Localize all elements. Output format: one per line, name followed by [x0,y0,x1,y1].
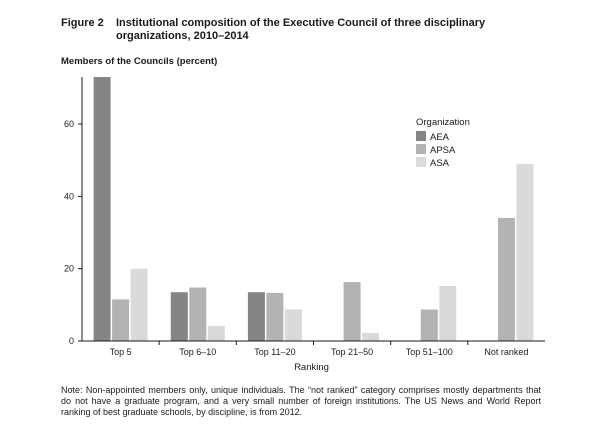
legend-swatch-apsa [416,144,426,154]
bar-asa-3 [362,333,380,341]
bar-aea-2 [247,292,265,341]
y-tick-label-60: 60 [64,119,74,129]
legend-swatch-aea [416,131,426,141]
figure-title: Institutional composition of the Executi… [116,17,486,42]
bar-asa-5 [516,163,534,341]
axes-group: 0 20 40 60 Top 5 Top 6–10 Top 11–20 Top 21–50 To… [64,77,545,373]
bar-apsa-0 [112,299,130,341]
bar-asa-4 [439,286,457,341]
bar-apsa-3 [343,282,361,341]
figure-label: Figure 2 [61,17,104,29]
bar-apsa-1 [189,287,207,341]
figure-note: Note: Non-appointed members only, unique… [61,385,541,417]
legend-label-aea: AEA [430,132,450,143]
bar-apsa-5 [497,218,515,341]
bar-asa-2 [284,309,302,341]
bar-aea-0 [93,77,111,341]
legend-label-apsa: APSA [430,145,456,156]
legend-label-asa: ASA [430,158,450,169]
bar-asa-1 [207,325,225,341]
legend: Organization AEA APSA ASA [416,117,470,169]
bar-chart: 0 20 40 60 Top 5 Top 6–10 Top 11–20 Top 21–50 To… [64,77,545,373]
x-category-label: Top 5 [110,347,132,357]
x-axis-title: Ranking [294,362,329,373]
bar-apsa-2 [266,292,284,341]
bar-apsa-4 [420,309,438,341]
y-tick-label-0: 0 [69,336,74,346]
x-category-label: Top 51–100 [406,347,453,357]
x-category-label: Top 21–50 [331,347,373,357]
y-tick-label-20: 20 [64,264,74,274]
y-tick-label-40: 40 [64,191,74,201]
legend-swatch-asa [416,157,426,167]
bars-group [93,77,534,341]
bar-asa-0 [130,268,148,341]
x-category-label: Not ranked [484,347,528,357]
bar-aea-1 [170,292,188,341]
x-category-label: Top 11–20 [254,347,295,357]
y-axis-label: Members of the Councils (percent) [61,56,218,67]
x-category-label: Top 6–10 [179,347,216,357]
legend-title: Organization [416,117,470,128]
